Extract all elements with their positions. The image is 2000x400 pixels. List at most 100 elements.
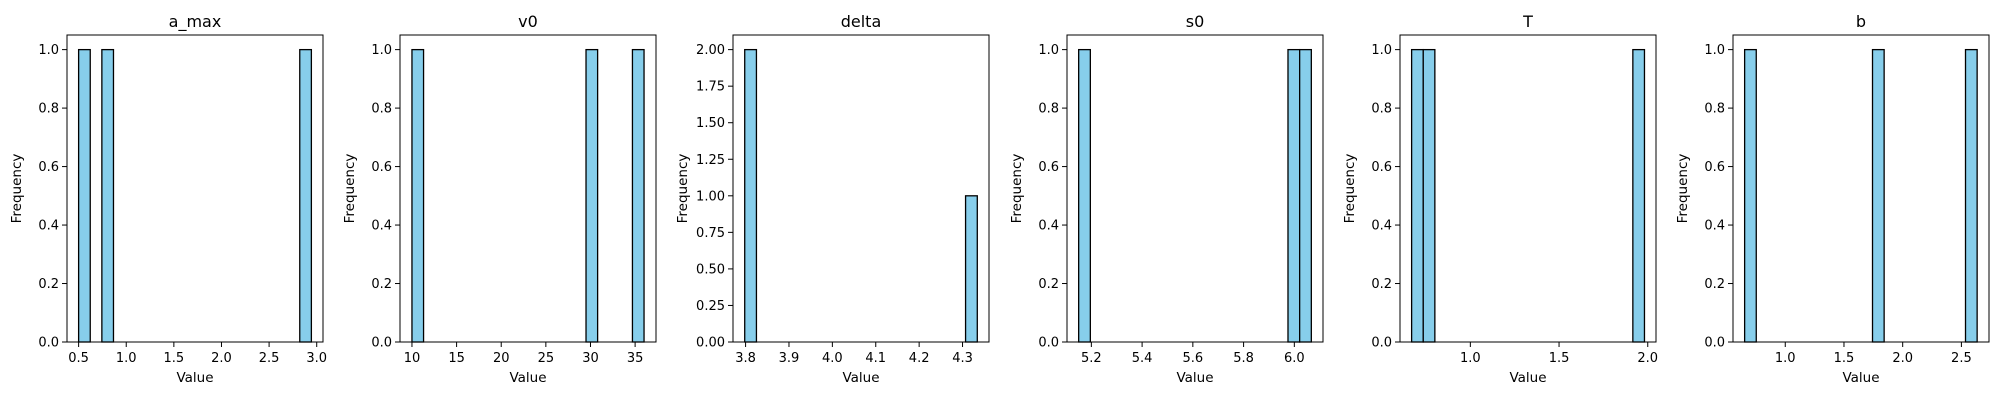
y-tick-label: 1.75 (696, 80, 725, 95)
y-tick-label: 0.6 (1038, 160, 1059, 175)
histogram-bar (1743, 48, 1757, 343)
x-tick-label: 3.8 (735, 351, 756, 366)
x-tick-label: 3.0 (306, 351, 327, 366)
chart-title: T (1522, 12, 1533, 31)
y-axis-label: Frequency (1342, 154, 1358, 224)
histogram-bar (411, 48, 425, 343)
histogram-bar (1287, 48, 1301, 343)
y-tick-label: 0.00 (696, 336, 725, 351)
x-tick-label: 1.0 (1460, 351, 1481, 366)
y-tick-label: 0.2 (1704, 277, 1725, 292)
y-tick-label: 0.8 (38, 102, 59, 117)
y-tick-label: 0.4 (1704, 219, 1725, 234)
y-tick-label: 0.0 (38, 336, 59, 351)
histogram-bar (1871, 48, 1885, 343)
x-tick-label: 3.9 (779, 351, 800, 366)
x-axis-label: Value (509, 370, 546, 386)
histogram-bar (1422, 48, 1436, 343)
axes-frame (1732, 34, 1990, 343)
x-tick-label: 30 (582, 351, 599, 366)
x-tick-label: 5.4 (1132, 351, 1153, 366)
x-tick-label: 0.5 (68, 351, 89, 366)
x-axis-label: Value (842, 370, 879, 386)
x-axis-label: Value (176, 370, 213, 386)
x-tick-label: 2.0 (1637, 351, 1658, 366)
x-tick-label: 2.0 (211, 351, 232, 366)
axes-frame (1399, 34, 1657, 343)
y-tick-label: 1.25 (696, 153, 725, 168)
x-axis-label: Value (1842, 370, 1879, 386)
histogram-bar (77, 48, 91, 343)
histogram-bar (1299, 48, 1312, 343)
histogram-bar (1632, 48, 1646, 343)
x-tick-label: 5.2 (1081, 351, 1102, 366)
axes-frame (66, 34, 324, 343)
y-tick-label: 0.0 (1704, 336, 1725, 351)
x-tick-label: 2.0 (1892, 351, 1913, 366)
histogram-bar (585, 48, 599, 343)
histogram-bar (299, 48, 313, 343)
y-tick-label: 1.0 (371, 43, 392, 58)
y-axis-label: Frequency (342, 154, 358, 224)
histogram-bar (1078, 48, 1091, 343)
x-axis-label: Value (1509, 370, 1546, 386)
y-tick-label: 0.50 (696, 262, 725, 277)
x-tick-label: 20 (493, 351, 510, 366)
x-tick-label: 10 (404, 351, 421, 366)
y-tick-label: 0.4 (371, 219, 392, 234)
y-tick-label: 0.0 (371, 336, 392, 351)
x-tick-label: 35 (627, 351, 644, 366)
y-tick-label: 0.4 (38, 219, 59, 234)
y-tick-label: 0.8 (1704, 102, 1725, 117)
x-tick-label: 4.3 (952, 351, 973, 366)
y-tick-label: 0.0 (1038, 336, 1059, 351)
histogram-bar (631, 48, 645, 343)
x-tick-label: 1.5 (1834, 351, 1855, 366)
histogram-panel-s0: 5.2 5.4 5.6 5.8 6.0 0.0 0.2 0.4 0.6 0.8 1.0 s0 Value… (1009, 12, 1324, 386)
x-axis-label: Value (1176, 370, 1213, 386)
y-tick-label: 0.4 (1038, 219, 1059, 234)
histogram-bar (1964, 48, 1978, 343)
y-axis-label: Frequency (1675, 154, 1691, 224)
x-tick-label: 5.6 (1182, 351, 1203, 366)
histogram-bar (1410, 48, 1424, 343)
chart-title: v0 (518, 12, 538, 31)
x-tick-label: 5.8 (1233, 351, 1254, 366)
y-tick-label: 1.50 (696, 116, 725, 131)
x-tick-label: 1.5 (164, 351, 185, 366)
histogram-panel-v0: 10 15 20 25 30 35 0.0 0.2 0.4 0.6 0.8 1.0 v0 Value Fre… (342, 12, 657, 386)
axes-frame (732, 34, 990, 343)
x-tick-label: 15 (448, 351, 465, 366)
x-tick-label: 1.0 (116, 351, 137, 366)
y-tick-label: 0.4 (1371, 219, 1392, 234)
y-tick-label: 0.6 (1371, 160, 1392, 175)
y-axis-label: Frequency (9, 154, 25, 224)
axes-frame (1066, 34, 1324, 343)
y-tick-label: 1.0 (38, 43, 59, 58)
y-tick-label: 0.8 (1371, 102, 1392, 117)
histogram-bar (964, 195, 978, 343)
y-tick-label: 0.6 (38, 160, 59, 175)
y-tick-label: 0.25 (696, 299, 725, 314)
y-tick-label: 1.00 (696, 189, 725, 204)
y-tick-label: 0.8 (1038, 102, 1059, 117)
x-tick-label: 4.2 (909, 351, 930, 366)
y-tick-label: 1.0 (1371, 43, 1392, 58)
x-tick-label: 25 (538, 351, 555, 366)
y-tick-label: 2.00 (696, 43, 725, 58)
histogram-bar (101, 48, 115, 343)
chart-title: a_max (169, 12, 222, 32)
y-tick-label: 0.2 (1371, 277, 1392, 292)
x-tick-label: 4.0 (822, 351, 843, 366)
y-axis-label: Frequency (1009, 154, 1025, 224)
y-tick-label: 0.8 (371, 102, 392, 117)
x-tick-label: 2.5 (1951, 351, 1972, 366)
y-axis-label: Frequency (675, 154, 691, 224)
y-tick-label: 0.75 (696, 226, 725, 241)
histogram-panel-a-max: 0.5 1.0 1.5 2.0 2.5 3.0 0.0 0.2 0.4 0.6 0.8 1.0 a_ma… (9, 12, 327, 386)
x-tick-label: 4.1 (865, 351, 886, 366)
x-tick-label: 6.0 (1284, 351, 1305, 366)
chart-title: s0 (1186, 12, 1205, 31)
axes-frame (399, 34, 657, 343)
